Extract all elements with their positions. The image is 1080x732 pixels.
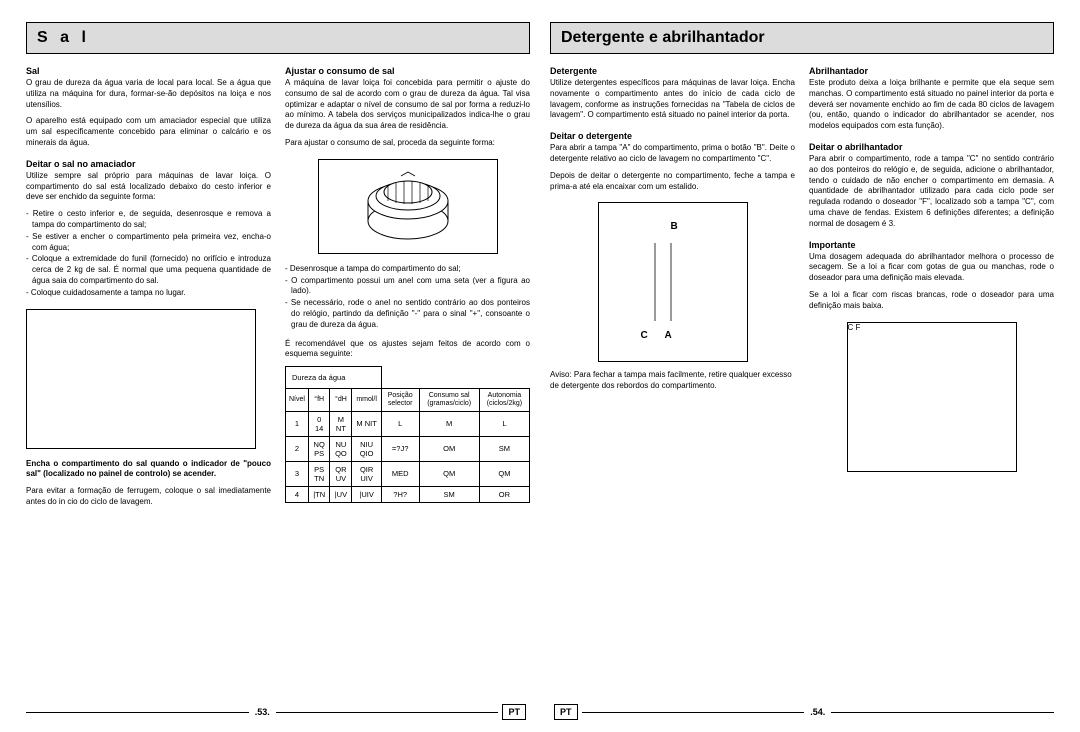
th-4: Posição selector	[381, 389, 419, 411]
rinse-diagram: C F	[847, 322, 1017, 472]
sec-sal: Sal O grau de dureza da água varia de lo…	[26, 66, 271, 149]
li-ds-2: - Se estiver a encher o compartimento pe…	[26, 232, 271, 254]
footer-line-l2	[276, 712, 499, 713]
p-ajustar-2: Para ajustar o consumo de sal, proceda d…	[285, 138, 530, 149]
p-imp-2: Se a loi a ficar com riscas brancas, rod…	[809, 290, 1054, 312]
lbl-rf: F	[856, 323, 861, 332]
sec-importante: Importante Uma dosagem adequada do abril…	[809, 240, 1054, 312]
footer-lang-left: PT	[502, 704, 526, 720]
lbl-a: A	[665, 330, 672, 341]
blank-diagram-box	[26, 309, 256, 449]
footer-lang-right: PT	[554, 704, 578, 720]
p-sal-1: O grau de dureza da água varia de local …	[26, 78, 271, 110]
li-ds-4: - Coloque cuidadosamente a tampa no luga…	[26, 288, 271, 299]
p-detergente-1: Utilize detergentes específicos para máq…	[550, 78, 795, 121]
h-importante: Importante	[809, 240, 1054, 250]
col-l-right: Ajustar o consumo de sal A máquina de la…	[285, 66, 530, 696]
li-ds-1: - Retire o cesto inferior e, de seguida,…	[26, 209, 271, 231]
h-abrilh: Abrilhantador	[809, 66, 1054, 76]
th-1: °fH	[308, 389, 329, 411]
p-deitar-sal-1: Utilize sempre sal próprio para máquinas…	[26, 171, 271, 203]
li-aj-1: - Desenrosque a tampa do compartimento d…	[285, 264, 530, 275]
footer-right: PT .54.	[550, 704, 1054, 720]
col-r-left: Detergente Utilize detergentes específic…	[550, 66, 795, 696]
table-row: 4|TN|UV|UIV?H?SMOR	[286, 486, 530, 502]
sec-encher: Encha o compartimento do sal quando o in…	[26, 459, 271, 508]
h-deitar-abr: Deitar o abrilhantador	[809, 142, 1054, 152]
p-abrilh-1: Este produto deixa a loiça brilhante e p…	[809, 78, 1054, 132]
th-0: Nível	[286, 389, 309, 411]
p-encher-bold: Encha o compartimento do sal quando o in…	[26, 459, 271, 481]
list-ajustar: - Desenrosque a tampa do compartimento d…	[285, 264, 530, 331]
sec-deitar-abr: Deitar o abrilhantador Para abrir o comp…	[809, 142, 1054, 230]
h-deitar-sal: Deitar o sal no amaciador	[26, 159, 271, 169]
columns-right: Detergente Utilize detergentes específic…	[550, 66, 1054, 696]
footer-line-r2	[831, 712, 1054, 713]
sec-ajustar: Ajustar o consumo de sal A máquina de la…	[285, 66, 530, 149]
p-deitar-abr-1: Para abrir o compartimento, rode a tampa…	[809, 154, 1054, 230]
list-deitar-sal: - Retire o cesto inferior e, de seguida,…	[26, 209, 271, 298]
th-5: Consumo sal (gramas/ciclo)	[419, 389, 479, 411]
table-row: 3PS TNQR UVQIR UIVMEDQMQM	[286, 461, 530, 486]
th-2: °dH	[330, 389, 352, 411]
sec-deitar-det: Deitar o detergente Para abrir a tampa "…	[550, 131, 795, 192]
p-sal-2: O aparelho está equipado com um amaciado…	[26, 116, 271, 148]
p-encher-bold-span: Encha o compartimento do sal quando o in…	[26, 459, 271, 479]
h-deitar-det: Deitar o detergente	[550, 131, 795, 141]
h-ajustar: Ajustar o consumo de sal	[285, 66, 530, 76]
footer-pn-right: .54.	[810, 707, 825, 717]
p-deitar-det-2: Depois de deitar o detergente no compart…	[550, 171, 795, 193]
columns-left: Sal O grau de dureza da água varia de lo…	[26, 66, 530, 696]
p-recom: É recomendável que os ajustes sejam feit…	[285, 339, 530, 361]
page-right: Detergente e abrilhantador Detergente Ut…	[540, 22, 1064, 720]
li-aj-2: - O compartimento possui um anel com uma…	[285, 276, 530, 298]
li-ds-3: - Coloque a extremidade do funil (fornec…	[26, 254, 271, 286]
p-ajustar-1: A máquina de lavar loiça foi concebida p…	[285, 78, 530, 132]
lbl-rc: C	[848, 323, 854, 332]
page-title-sal: S a l	[26, 22, 530, 54]
footer-pn-left: .53.	[255, 707, 270, 717]
p-aviso: Aviso: Para fechar a tampa mais facilmen…	[550, 370, 795, 392]
th-3: mmol/l	[352, 389, 381, 411]
footer-left: .53. PT	[26, 704, 530, 720]
h-detergente: Detergente	[550, 66, 795, 76]
h-sal: Sal	[26, 66, 271, 76]
sec-deitar-sal: Deitar o sal no amaciador Utilize sempre…	[26, 159, 271, 299]
deterg-lines	[599, 203, 749, 363]
table-row: 10 14M NTM NITLML	[286, 411, 530, 436]
col-r-right: Abrilhantador Este produto deixa a loiça…	[809, 66, 1054, 696]
sec-abrilh: Abrilhantador Este produto deixa a loiça…	[809, 66, 1054, 132]
sec-detergente: Detergente Utilize detergentes específic…	[550, 66, 795, 121]
hardness-table: Dureza da água Nível °fH °dH mmol/l Posi…	[285, 366, 530, 502]
p-imp-1: Uma dosagem adequada do abrilhantador me…	[809, 252, 1054, 284]
table-row: 2NQ PSNU QONIU QIO=?J?OMSM	[286, 436, 530, 461]
p-encher-2: Para evitar a formação de ferrugem, colo…	[26, 486, 271, 508]
li-aj-3: - Se necessário, rode o anel no sentido …	[285, 298, 530, 330]
th-caption: Dureza da água	[286, 367, 382, 389]
page-title-detergente: Detergente e abrilhantador	[550, 22, 1054, 54]
table-header-row: Nível °fH °dH mmol/l Posição selector Co…	[286, 389, 530, 411]
page-left: S a l Sal O grau de dureza da água varia…	[16, 22, 540, 720]
lbl-c: C	[641, 330, 648, 341]
col-l-left: Sal O grau de dureza da água varia de lo…	[26, 66, 271, 696]
salt-cap-diagram	[318, 159, 498, 254]
salt-cap-svg	[363, 166, 453, 246]
p-deitar-det-1: Para abrir a tampa "A" do compartimento,…	[550, 143, 795, 165]
footer-line-l1	[26, 712, 249, 713]
th-6: Autonomia (ciclos/2kg)	[479, 389, 529, 411]
footer-line-r1	[582, 712, 805, 713]
detergent-diagram: B C A	[598, 202, 748, 362]
